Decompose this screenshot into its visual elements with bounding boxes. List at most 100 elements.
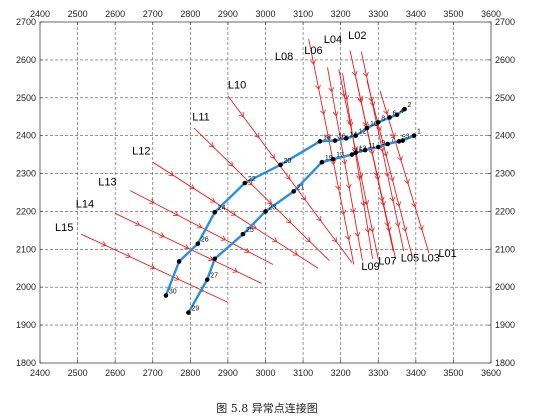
label-l07: L07 xyxy=(378,255,396,267)
anomaly-point-label: 6 xyxy=(393,110,397,117)
direction-marker xyxy=(149,198,155,204)
label-l04: L04 xyxy=(324,34,342,46)
direction-marker xyxy=(328,87,335,93)
y-tick-label-left: 2300 xyxy=(16,169,36,179)
anomaly-point-label: 14 xyxy=(349,131,357,138)
anomaly-point-label: 20 xyxy=(284,158,292,165)
x-tick-label-bottom: 3400 xyxy=(406,368,426,378)
lower-connection-line xyxy=(187,134,415,314)
direction-marker xyxy=(369,101,376,107)
label-l06: L06 xyxy=(304,45,322,57)
direction-marker xyxy=(320,109,326,115)
anomaly-point-label: 17 xyxy=(336,152,344,159)
x-tick-label-bottom: 3500 xyxy=(443,368,463,378)
anomaly-point xyxy=(212,256,218,262)
direction-marker xyxy=(269,153,275,159)
direction-marker xyxy=(363,200,370,206)
anomaly-point-label: 30 xyxy=(169,289,177,296)
direction-marker xyxy=(368,227,375,233)
direction-marker xyxy=(345,234,351,241)
x-tick-label-top: 2700 xyxy=(143,9,163,19)
direction-marker xyxy=(384,221,390,227)
y-tick-label-left: 1800 xyxy=(16,358,36,368)
anomaly-point-label: 15 xyxy=(355,148,363,155)
x-tick-label-top: 2900 xyxy=(218,9,238,19)
y-tick-label-right: 1900 xyxy=(495,320,515,330)
direction-marker xyxy=(183,244,190,250)
connection-lines xyxy=(164,108,415,314)
anomaly-point-label: 10 xyxy=(370,121,378,128)
anomaly-point-label: 12 xyxy=(359,129,367,136)
x-tick-label-bottom: 3300 xyxy=(368,368,388,378)
direction-marker xyxy=(382,151,389,157)
direction-marker xyxy=(335,184,341,191)
direction-marker xyxy=(347,121,354,127)
y-tick-label-right: 2200 xyxy=(495,206,515,216)
direction-marker xyxy=(168,170,175,176)
direction-marker xyxy=(272,237,278,243)
anomaly-point-label: 1 xyxy=(417,129,421,136)
y-tick-label-right: 2000 xyxy=(495,282,515,292)
label-l15: L15 xyxy=(55,222,73,234)
x-tick-label-top: 3500 xyxy=(443,9,463,19)
direction-marker xyxy=(343,95,350,101)
anomaly-point xyxy=(400,138,405,143)
direction-marker xyxy=(384,171,390,178)
y-tick-label-left: 1900 xyxy=(16,320,36,330)
direction-marker xyxy=(244,247,250,254)
anomaly-point xyxy=(396,139,402,144)
anomaly-point xyxy=(240,231,246,237)
survey-line-l09 xyxy=(308,38,355,265)
direction-marker xyxy=(388,176,395,182)
direction-marker xyxy=(397,155,403,162)
anomaly-point-label: 26 xyxy=(201,237,209,244)
anomaly-point xyxy=(212,209,218,215)
x-tick-label-bottom: 2500 xyxy=(68,368,88,378)
y-tick-label-right: 2300 xyxy=(495,169,515,179)
direction-marker xyxy=(100,241,107,247)
anomaly-point xyxy=(330,156,336,162)
label-l13: L13 xyxy=(98,177,116,189)
x-tick-label-top: 3600 xyxy=(481,9,501,19)
x-tick-label-top: 2600 xyxy=(105,9,125,19)
anomaly-point xyxy=(278,162,283,168)
direction-marker xyxy=(125,252,131,258)
direction-marker xyxy=(134,220,141,227)
anomaly-point xyxy=(204,277,210,282)
anomaly-point-label: 3 xyxy=(406,134,410,141)
x-tick-label-top: 2500 xyxy=(68,9,88,19)
anomaly-point-label: 23 xyxy=(269,204,277,211)
x-tick-label-top: 3300 xyxy=(368,9,388,19)
x-tick-label-bottom: 3200 xyxy=(331,368,351,378)
direction-marker xyxy=(174,275,180,281)
direction-marker xyxy=(354,231,361,238)
direction-marker xyxy=(238,111,244,118)
anomaly-point xyxy=(176,259,182,264)
direction-marker xyxy=(232,267,238,273)
anomaly-point-label: 5 xyxy=(402,134,406,141)
anomaly-point xyxy=(375,144,381,150)
label-l09: L09 xyxy=(361,261,379,273)
y-tick-label-right: 2700 xyxy=(495,17,515,27)
anomaly-point xyxy=(353,150,359,156)
direction-marker xyxy=(401,226,408,232)
y-tick-label-left: 2100 xyxy=(16,244,36,254)
anomaly-point-label: 25 xyxy=(246,227,254,234)
direction-marker xyxy=(292,250,299,256)
x-tick-label-bottom: 2400 xyxy=(30,368,50,378)
direction-marker xyxy=(315,84,321,90)
survey-line-labels: L01 L02 L03 L04 L05 L06 L07 L08 L09 L10 L11 L12 L13 L… xyxy=(55,30,457,273)
x-tick-label-bottom: 2800 xyxy=(180,368,200,378)
direction-marker xyxy=(230,210,237,216)
y-tick-label-right: 2500 xyxy=(495,93,515,103)
direction-marker xyxy=(316,216,322,222)
anomaly-point-label: 24 xyxy=(218,205,226,212)
direction-marker xyxy=(389,196,396,203)
direction-marker xyxy=(378,146,385,153)
direction-marker xyxy=(390,132,396,138)
anomaly-point xyxy=(317,139,323,144)
label-l14: L14 xyxy=(76,199,94,211)
direction-marker xyxy=(383,109,389,115)
anomaly-point-label: 29 xyxy=(191,306,199,313)
